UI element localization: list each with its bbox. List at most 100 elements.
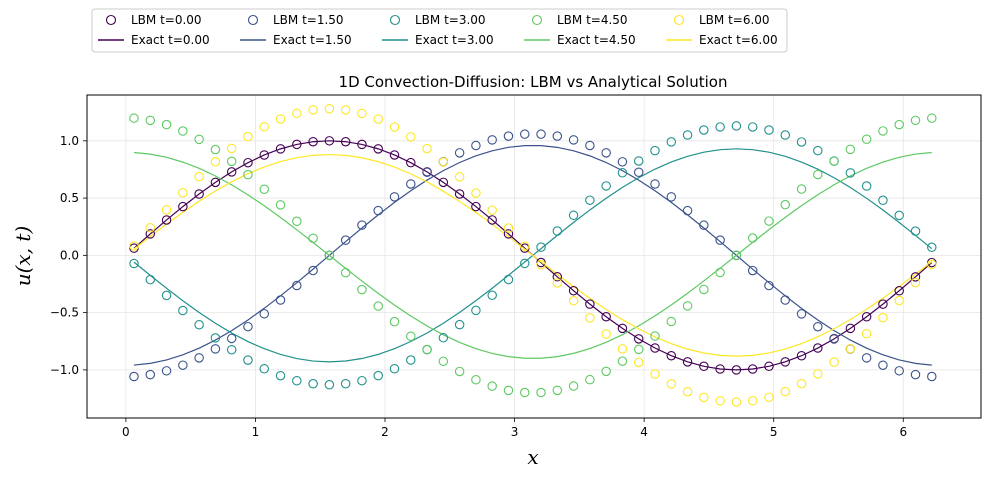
lbm-point-t0.00 [682, 357, 693, 367]
lbm-point-t6.00 [585, 313, 595, 323]
lbm-point-t6.00 [894, 295, 904, 306]
y-tick-label: −1.0 [50, 363, 79, 377]
lbm-point-t1.50 [406, 179, 416, 189]
lbm-point-t3.00 [764, 125, 774, 135]
lbm-point-t4.50 [747, 233, 758, 243]
lbm-point-t3.00 [715, 122, 725, 132]
lbm-point-t3.00 [308, 379, 318, 389]
lbm-point-t0.00 [275, 144, 286, 154]
lbm-point-t6.00 [829, 357, 839, 367]
legend-marker-swatch [247, 14, 259, 26]
lbm-point-t1.50 [471, 140, 481, 151]
lbm-point-t3.00 [454, 319, 465, 330]
exact-lines [133, 140, 933, 371]
lbm-point-t6.00 [796, 379, 807, 389]
legend-marker-swatch [673, 14, 685, 26]
lbm-point-t0.00 [210, 177, 221, 188]
lbm-point-t6.00 [324, 103, 335, 114]
lbm-point-t6.00 [308, 105, 318, 115]
lbm-point-t3.00 [845, 168, 856, 178]
lbm-point-t0.00 [813, 343, 823, 353]
lbm-point-t6.00 [406, 132, 416, 142]
lbm-point-t1.50 [813, 321, 823, 332]
lbm-point-t6.00 [617, 344, 628, 354]
lbm-point-t1.50 [389, 192, 400, 202]
lbm-point-t0.00 [324, 136, 335, 146]
lbm-point-t4.50 [454, 366, 465, 377]
lbm-point-t4.50 [178, 126, 188, 136]
lbm-point-t3.00 [927, 242, 937, 253]
lbm-point-t6.00 [243, 131, 253, 142]
lbm-point-t4.50 [226, 156, 237, 167]
lbm-point-t1.50 [568, 135, 579, 145]
lbm-point-t3.00 [796, 137, 807, 147]
lbm-point-t4.50 [568, 381, 579, 391]
lbm-point-t1.50 [373, 205, 383, 216]
lbm-point-t4.50 [682, 301, 693, 311]
lbm-point-t6.00 [487, 205, 497, 215]
lbm-point-t1.50 [454, 148, 465, 158]
y-tick-label: 0.5 [60, 191, 79, 205]
lbm-point-t6.00 [682, 386, 693, 397]
lbm-point-t0.00 [633, 334, 644, 344]
lbm-point-t0.00 [308, 136, 318, 147]
lbm-point-t1.50 [357, 220, 367, 230]
lbm-point-t0.00 [666, 350, 677, 361]
lbm-point-t3.00 [536, 242, 546, 252]
lbm-point-t1.50 [829, 333, 839, 344]
lbm-point-t3.00 [520, 258, 530, 269]
lbm-point-t4.50 [617, 356, 628, 366]
x-tick-label: 2 [381, 425, 389, 439]
lbm-point-t4.50 [373, 301, 383, 311]
lbm-point-t6.00 [373, 114, 383, 124]
lbm-point-t6.00 [813, 369, 823, 379]
lbm-point-t0.00 [487, 215, 497, 225]
lbm-point-t0.00 [568, 285, 579, 296]
lbm-point-t0.00 [145, 229, 156, 239]
lbm-point-t6.00 [910, 277, 921, 288]
lbm-point-t3.00 [357, 375, 367, 386]
lbm-point-t6.00 [178, 188, 188, 198]
lbm-point-t1.50 [129, 371, 139, 382]
lbm-point-t1.50 [292, 280, 302, 291]
lbm-point-t6.00 [389, 122, 400, 132]
lbm-point-t6.00 [357, 108, 367, 119]
lbm-point-t3.00 [389, 363, 400, 374]
legend-label: Exact t=0.00 [131, 33, 210, 47]
lbm-point-t3.00 [406, 355, 416, 365]
lbm-point-t1.50 [699, 220, 709, 230]
lbm-point-t3.00 [617, 168, 628, 178]
lbm-point-t4.50 [243, 169, 253, 180]
lbm-point-t3.00 [601, 181, 611, 191]
lbm-point-t4.50 [324, 250, 335, 261]
lbm-point-t3.00 [585, 195, 595, 205]
lbm-point-t0.00 [340, 136, 351, 147]
lbm-point-t6.00 [503, 223, 514, 233]
lbm-markers [129, 103, 937, 407]
lbm-point-t6.00 [422, 143, 432, 154]
lbm-point-t6.00 [210, 157, 221, 167]
y-axis-label: u(x, t) [11, 226, 35, 287]
lbm-point-t3.00 [438, 333, 449, 343]
y-tick-label: 1.0 [60, 134, 79, 148]
lbm-point-t1.50 [764, 280, 774, 291]
lbm-point-t4.50 [910, 115, 921, 126]
lbm-point-t4.50 [796, 184, 807, 194]
lbm-point-t6.00 [927, 259, 937, 270]
lbm-point-t3.00 [894, 210, 904, 221]
lbm-point-t4.50 [552, 385, 563, 396]
lbm-point-t4.50 [389, 316, 400, 327]
lbm-point-t3.00 [243, 355, 253, 365]
lbm-point-t4.50 [129, 113, 139, 123]
lbm-point-t0.00 [699, 361, 709, 372]
legend-label: LBM t=6.00 [699, 13, 770, 27]
lbm-point-t6.00 [161, 205, 172, 215]
lbm-point-t4.50 [487, 381, 497, 391]
legend-label: Exact t=6.00 [699, 33, 778, 47]
lbm-point-t1.50 [650, 179, 660, 189]
lbm-point-t4.50 [422, 344, 432, 355]
lbm-point-t3.00 [145, 274, 156, 285]
lbm-point-t4.50 [357, 284, 367, 295]
lbm-point-t4.50 [520, 387, 530, 398]
lbm-point-t4.50 [471, 375, 481, 385]
